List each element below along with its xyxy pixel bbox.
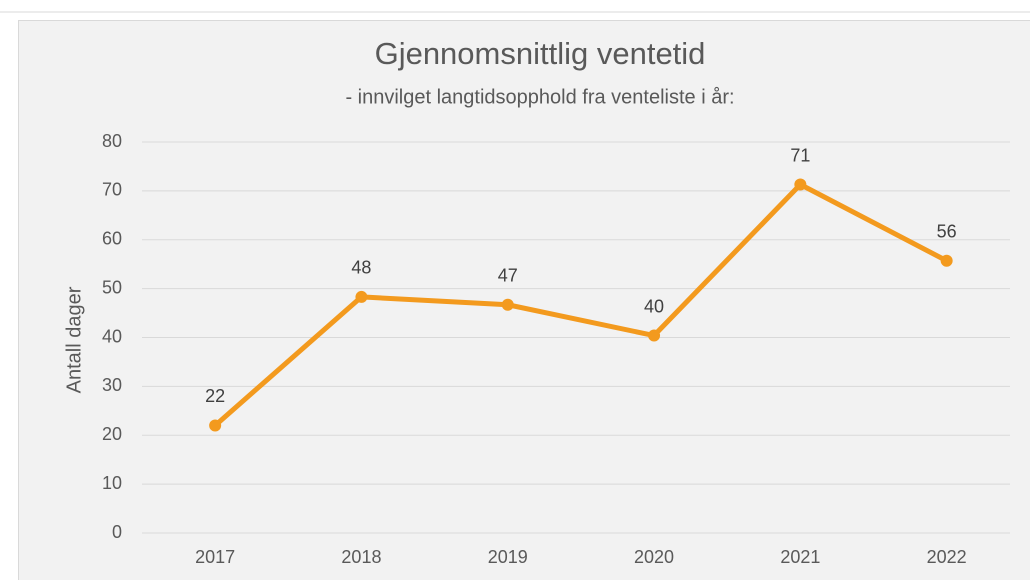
y-tick-label: 70 [102,180,122,200]
x-tick-label: 2017 [195,547,235,567]
data-point [501,298,514,311]
data-point [940,254,953,267]
data-label: 56 [937,222,957,242]
chart-frame [18,20,1030,580]
data-label: 40 [644,296,664,316]
y-axis-label: Antall dager [63,286,85,393]
data-point [794,178,807,191]
data-label: 22 [205,386,225,406]
x-tick-label: 2019 [488,547,528,567]
data-label: 48 [351,258,371,278]
chart-subtitle: - innvilget langtidsopphold fra ventelis… [345,86,734,108]
x-tick-label: 2018 [341,547,381,567]
data-point [648,329,661,342]
y-tick-label: 40 [102,326,122,346]
x-tick-label: 2020 [634,547,674,567]
y-tick-label: 50 [102,277,122,297]
x-tick-label: 2022 [927,547,967,567]
chart-title: Gjennomsnittlig ventetid [375,36,706,71]
x-tick-label: 2021 [780,547,820,567]
y-tick-label: 80 [102,131,122,151]
y-tick-label: 60 [102,229,122,249]
data-label: 47 [498,266,518,286]
y-tick-label: 20 [102,424,122,444]
y-tick-label: 0 [112,522,122,542]
data-label: 71 [790,145,810,165]
data-line [213,182,948,428]
data-point [209,419,222,432]
y-tick-label: 30 [102,375,122,395]
y-tick-label: 10 [102,473,122,493]
data-point [355,290,368,303]
